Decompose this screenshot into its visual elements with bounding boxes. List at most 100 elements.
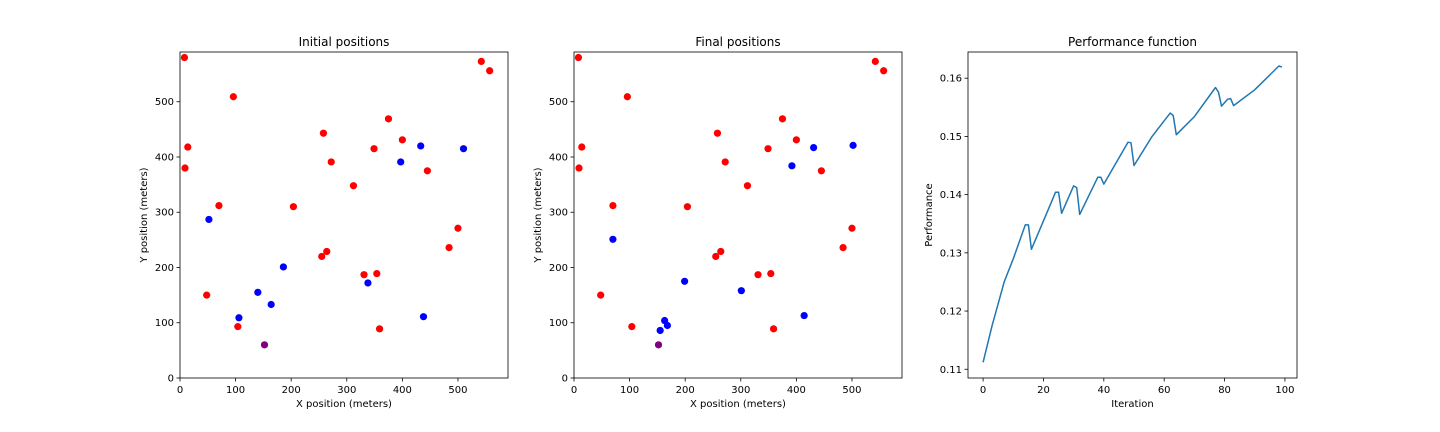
y-axis-label: Y position (meters) <box>139 167 150 263</box>
point-red <box>575 164 583 172</box>
point-red <box>360 271 368 279</box>
x-tick-label: 200 <box>676 385 695 396</box>
x-tick-label: 500 <box>448 385 467 396</box>
x-tick-label: 500 <box>842 385 861 396</box>
point-red <box>349 182 358 190</box>
chart-title: Performance function <box>1068 35 1197 49</box>
chart-title: Final positions <box>695 35 780 49</box>
y-tick-label: 200 <box>549 263 568 274</box>
x-tick-label: 100 <box>1275 385 1294 396</box>
point-red <box>628 323 636 331</box>
axes-frame <box>179 51 509 379</box>
performance-line <box>982 65 1283 363</box>
x-tick-label: 400 <box>787 385 806 396</box>
point-red <box>743 182 752 190</box>
point-red <box>229 93 237 101</box>
point-red <box>574 53 583 62</box>
point-blue <box>205 215 213 224</box>
axes-frame <box>573 51 903 379</box>
y-tick-label: 100 <box>155 318 174 329</box>
point-blue <box>417 142 425 150</box>
point-red <box>609 202 617 210</box>
point-red <box>203 291 211 299</box>
point-blue <box>397 158 405 166</box>
point-red <box>234 323 242 331</box>
x-tick-label: 300 <box>337 385 356 396</box>
point-blue <box>235 314 243 322</box>
y-tick-label: 0.15 <box>940 132 962 143</box>
point-red <box>713 129 722 137</box>
y-tick-label: 0.12 <box>940 307 962 318</box>
point-blue <box>800 311 808 320</box>
point-red <box>717 247 725 256</box>
y-tick-label: 0 <box>562 374 568 385</box>
point-red <box>486 67 494 75</box>
y-axis-label: Performance <box>924 183 935 246</box>
point-red <box>839 244 847 252</box>
x-tick-label: 60 <box>1158 385 1171 396</box>
chart-panel-2: 0 100 200 300 400 500 0 100 200 300 400 500 Final po… <box>533 35 903 410</box>
y-tick-label: 300 <box>155 208 174 219</box>
x-axis-label: X position (meters) <box>296 399 392 410</box>
point-red <box>398 136 406 144</box>
point-red <box>578 143 586 151</box>
x-axis-label: X position (meters) <box>690 399 786 410</box>
point-blue <box>810 143 818 152</box>
y-tick-label: 500 <box>549 97 568 108</box>
point-red <box>184 143 192 151</box>
y-tick-label: 0.14 <box>940 190 962 201</box>
point-blue <box>419 313 428 321</box>
point-blue <box>656 326 664 335</box>
point-red <box>289 203 298 211</box>
point-red <box>181 164 189 172</box>
point-red <box>623 93 631 101</box>
x-tick-label: 80 <box>1218 385 1231 396</box>
y-tick-label: 100 <box>549 318 568 329</box>
axes-frame <box>967 51 1298 379</box>
point-blue <box>737 287 745 295</box>
x-axis-label: Iteration <box>1111 399 1153 410</box>
point-red <box>423 167 431 175</box>
point-red <box>871 57 879 65</box>
y-tick-label: 500 <box>155 97 174 108</box>
point-red <box>323 247 331 256</box>
point-red <box>327 158 335 166</box>
y-tick-label: 0.11 <box>940 365 962 376</box>
point-red <box>370 145 378 153</box>
y-tick-label: 0 <box>168 374 174 385</box>
x-tick-label: 100 <box>620 385 639 396</box>
point-red <box>712 252 720 261</box>
point-red <box>683 203 692 211</box>
y-axis-label: Y position (meters) <box>533 167 544 263</box>
scatter-points <box>574 53 888 349</box>
point-red <box>767 269 775 278</box>
point-red <box>597 291 605 299</box>
point-red <box>180 53 189 62</box>
point-red <box>817 167 825 175</box>
point-red <box>848 224 856 232</box>
scatter-points <box>180 53 494 349</box>
point-blue <box>609 235 617 243</box>
x-tick-label: 0 <box>980 385 986 396</box>
point-red <box>721 158 729 166</box>
x-tick-label: 20 <box>1037 385 1050 396</box>
y-tick-label: 0.13 <box>940 248 962 259</box>
point-red <box>319 129 328 137</box>
point-red <box>215 202 223 210</box>
y-tick-label: 300 <box>549 208 568 219</box>
point-red <box>778 115 787 123</box>
point-red <box>880 67 888 75</box>
point-blue <box>254 288 262 296</box>
y-tick-label: 0.16 <box>940 74 962 85</box>
point-red <box>454 224 462 232</box>
x-tick-label: 100 <box>226 385 245 396</box>
point-blue <box>681 277 689 285</box>
x-tick-label: 200 <box>282 385 301 396</box>
point-blue <box>364 279 372 287</box>
point-blue <box>279 263 288 271</box>
x-tick-label: 400 <box>393 385 412 396</box>
y-tick-label: 200 <box>155 263 174 274</box>
point-blue <box>267 300 275 309</box>
point-red <box>384 115 393 123</box>
